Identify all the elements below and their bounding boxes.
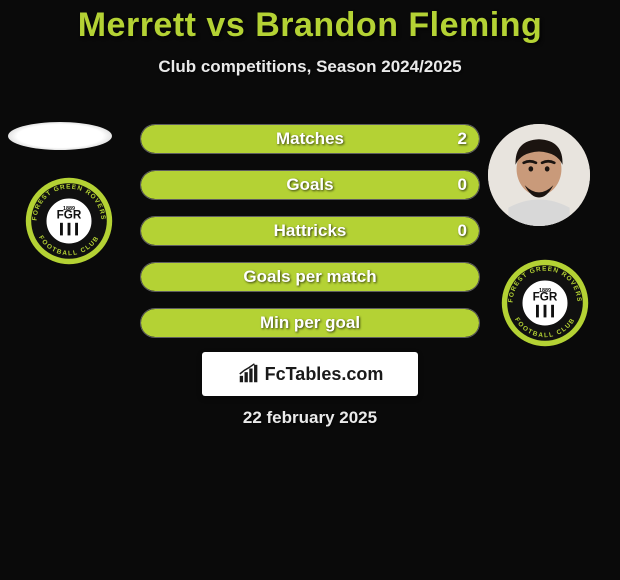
date-label: 22 february 2025 bbox=[0, 408, 620, 428]
stat-row-goals-per-match: Goals per match bbox=[140, 262, 480, 292]
stat-label: Goals bbox=[141, 171, 479, 199]
brand-text: FcTables.com bbox=[265, 364, 384, 385]
stat-row-min-per-goal: Min per goal bbox=[140, 308, 480, 338]
club-badge-left-icon: FOREST GREEN ROVERS FOOTBALL CLUB FGR 18… bbox=[24, 176, 114, 266]
stat-value: 0 bbox=[458, 171, 467, 199]
stat-label: Hattricks bbox=[141, 217, 479, 245]
player-left-avatar bbox=[8, 122, 112, 150]
player-right-icon bbox=[488, 124, 590, 226]
stats-panel: Matches 2 Goals 0 Hattricks 0 Goals per … bbox=[140, 124, 480, 354]
svg-text:1889: 1889 bbox=[63, 206, 75, 212]
svg-text:1889: 1889 bbox=[539, 288, 551, 294]
bar-chart-icon bbox=[237, 363, 259, 385]
club-badge-right: FOREST GREEN ROVERS FOOTBALL CLUB FGR 18… bbox=[500, 258, 590, 348]
stat-row-hattricks: Hattricks 0 bbox=[140, 216, 480, 246]
stat-row-matches: Matches 2 bbox=[140, 124, 480, 154]
page-title: Merrett vs Brandon Fleming bbox=[0, 0, 620, 45]
stat-value: 2 bbox=[458, 125, 467, 153]
club-badge-left: FOREST GREEN ROVERS FOOTBALL CLUB FGR 18… bbox=[24, 176, 114, 266]
club-badge-right-icon: FOREST GREEN ROVERS FOOTBALL CLUB FGR 18… bbox=[500, 258, 590, 348]
stat-label: Min per goal bbox=[141, 309, 479, 337]
stat-value: 0 bbox=[458, 217, 467, 245]
brand-box: FcTables.com bbox=[202, 352, 418, 396]
subtitle: Club competitions, Season 2024/2025 bbox=[0, 57, 620, 77]
stat-label: Goals per match bbox=[141, 263, 479, 291]
stat-label: Matches bbox=[141, 125, 479, 153]
player-right-avatar bbox=[488, 124, 590, 226]
stat-row-goals: Goals 0 bbox=[140, 170, 480, 200]
